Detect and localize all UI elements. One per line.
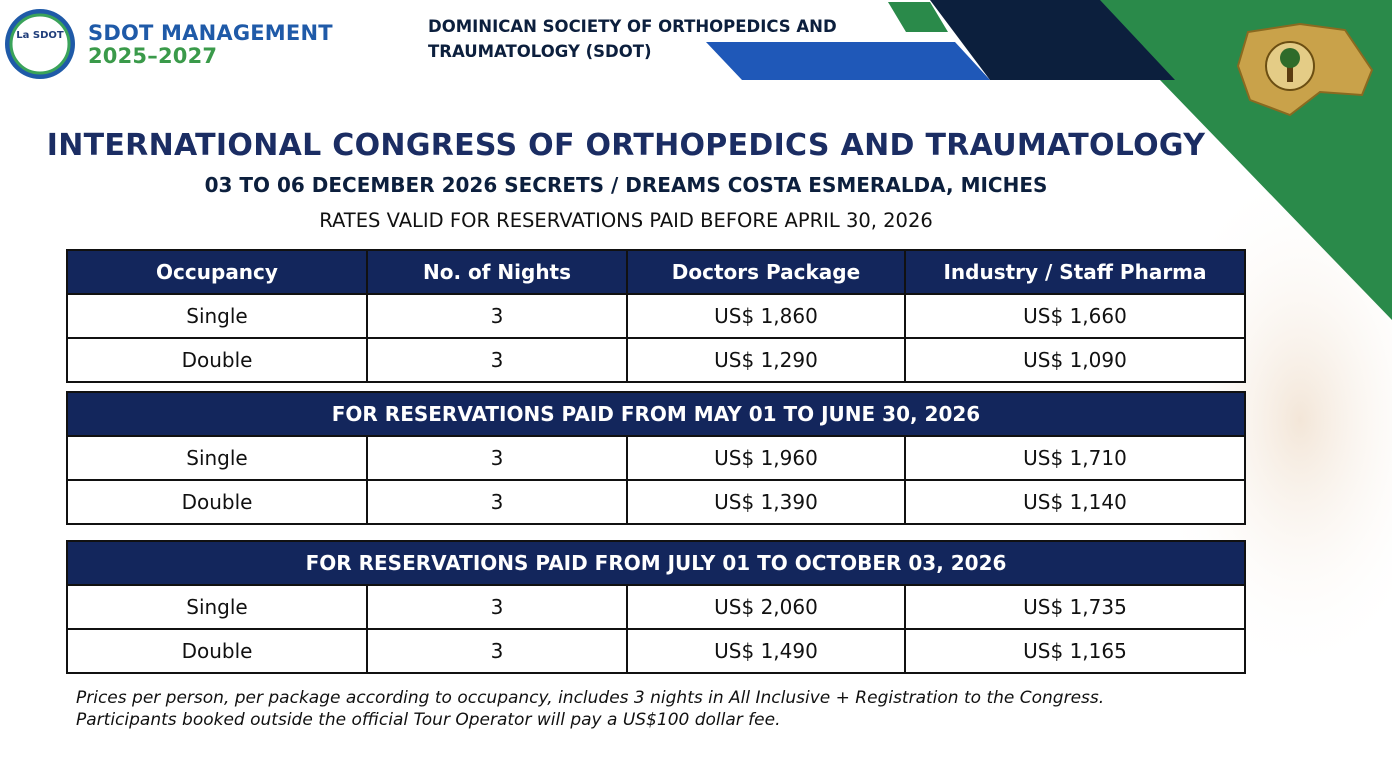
table-row: Single 3 US$ 2,060 US$ 1,735: [68, 584, 1244, 628]
decor-blue: [706, 42, 990, 80]
table-cell: US$ 1,860: [626, 295, 904, 337]
table-cell: 3: [366, 295, 626, 337]
decor-green-small: [888, 2, 948, 32]
table-cell: Single: [186, 595, 248, 619]
organization: DOMINICAN SOCIETY OF ORTHOPEDICS AND TRA…: [428, 17, 837, 61]
table-row: Double 3 US$ 1,390 US$ 1,140: [68, 479, 1244, 523]
table-cell: 3: [366, 339, 626, 381]
notes: Prices per person, per package according…: [76, 687, 1104, 731]
table-cell: US$ 1,735: [904, 586, 1244, 628]
section-heading: FOR RESERVATIONS PAID FROM JULY 01 TO OC…: [68, 542, 1244, 584]
table-cell: US$ 1,290: [626, 339, 904, 381]
table-cell: Double: [181, 348, 253, 372]
emblem-tree: [1280, 48, 1300, 68]
table-cell: US$ 1,090: [904, 339, 1244, 381]
table-cell: US$ 1,710: [904, 437, 1244, 479]
table-cell: 3: [366, 437, 626, 479]
table-cell: 3: [366, 630, 626, 672]
brand-line: SDOT MANAGEMENT: [88, 21, 333, 45]
title: INTERNATIONAL CONGRESS OF ORTHOPEDICS AN…: [46, 128, 1206, 163]
table-cell: US$ 1,660: [904, 295, 1244, 337]
column-header: Industry / Staff Pharma: [904, 251, 1244, 293]
table-cell: Double: [181, 639, 253, 663]
header-row: FOR RESERVATIONS PAID FROM MAY 01 TO JUN…: [68, 393, 1244, 435]
note: Prices per person, per package according…: [76, 688, 1105, 708]
brand-years: 2025–2027: [88, 44, 218, 68]
note: Participants booked outside the official…: [76, 710, 781, 730]
column-header: Doctors Package: [626, 251, 904, 293]
table-cell: US$ 1,490: [626, 630, 904, 672]
rate-table: FOR RESERVATIONS PAID FROM MAY 01 TO JUN…: [66, 391, 1246, 525]
rate-table: FOR RESERVATIONS PAID FROM JULY 01 TO OC…: [66, 540, 1246, 674]
table-row: Single 3 US$ 1,860 US$ 1,660: [68, 293, 1244, 337]
table-cell: 3: [366, 586, 626, 628]
validity: RATES VALID FOR RESERVATIONS PAID BEFORE…: [319, 209, 933, 232]
column-header: Occupancy: [68, 251, 366, 293]
table-cell: Single: [186, 304, 248, 328]
logo-inner: [9, 13, 71, 75]
table-row: Double 3 US$ 1,290 US$ 1,090: [68, 337, 1244, 381]
table-cell: 3: [366, 481, 626, 523]
table-row: Single 3 US$ 1,960 US$ 1,710: [68, 435, 1244, 479]
table-cell: US$ 1,390: [626, 481, 904, 523]
table-cell: Double: [181, 490, 253, 514]
table-cell: US$ 1,960: [626, 437, 904, 479]
logo-text: La SDOT: [16, 30, 64, 41]
subtitle: 03 TO 06 DECEMBER 2026 SECRETS / DREAMS …: [204, 173, 1048, 197]
section-heading: FOR RESERVATIONS PAID FROM MAY 01 TO JUN…: [68, 393, 1244, 435]
decor-navy: [930, 0, 1175, 80]
table-cell: US$ 2,060: [626, 586, 904, 628]
table-cell: US$ 1,165: [904, 630, 1244, 672]
rate-table: Occupancy No. of Nights Doctors Package Ind…: [66, 249, 1246, 383]
emblem-trunk: [1287, 62, 1293, 82]
header-row: FOR RESERVATIONS PAID FROM JULY 01 TO OC…: [68, 542, 1244, 584]
table-row: Double 3 US$ 1,490 US$ 1,165: [68, 628, 1244, 672]
header-row: Occupancy No. of Nights Doctors Package Ind…: [68, 251, 1244, 293]
column-header: No. of Nights: [366, 251, 626, 293]
table-cell: US$ 1,140: [904, 481, 1244, 523]
table-cell: Single: [186, 446, 248, 470]
